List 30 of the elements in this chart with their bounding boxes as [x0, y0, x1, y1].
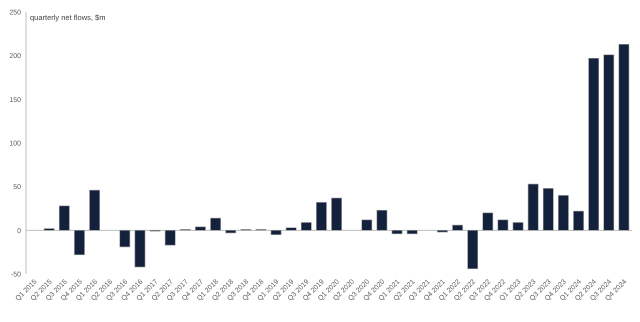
bar: [376, 210, 388, 231]
bar: [588, 58, 600, 231]
bar: [300, 222, 312, 231]
bar: [58, 206, 70, 231]
bar: [573, 210, 584, 231]
bar: [467, 230, 478, 270]
bar: [89, 190, 100, 231]
bar: [316, 202, 327, 231]
bar: [74, 230, 85, 256]
bar: [164, 230, 176, 246]
bar: [452, 224, 463, 231]
bar: [406, 230, 418, 234]
bar: [618, 44, 630, 231]
bar: [119, 230, 130, 248]
bar: [603, 54, 614, 231]
bar: [134, 230, 146, 268]
bar: [528, 184, 539, 231]
bar: [286, 227, 297, 231]
bar: [512, 222, 524, 231]
bar: [482, 212, 494, 231]
bar: [195, 226, 206, 231]
bar: [270, 230, 282, 235]
bar: [392, 230, 402, 234]
bar: [542, 188, 554, 231]
bar: [331, 198, 342, 231]
bar: [558, 195, 569, 231]
bar: [498, 220, 508, 231]
bar: [210, 218, 221, 231]
bar: [361, 220, 372, 231]
bar: [225, 230, 236, 234]
